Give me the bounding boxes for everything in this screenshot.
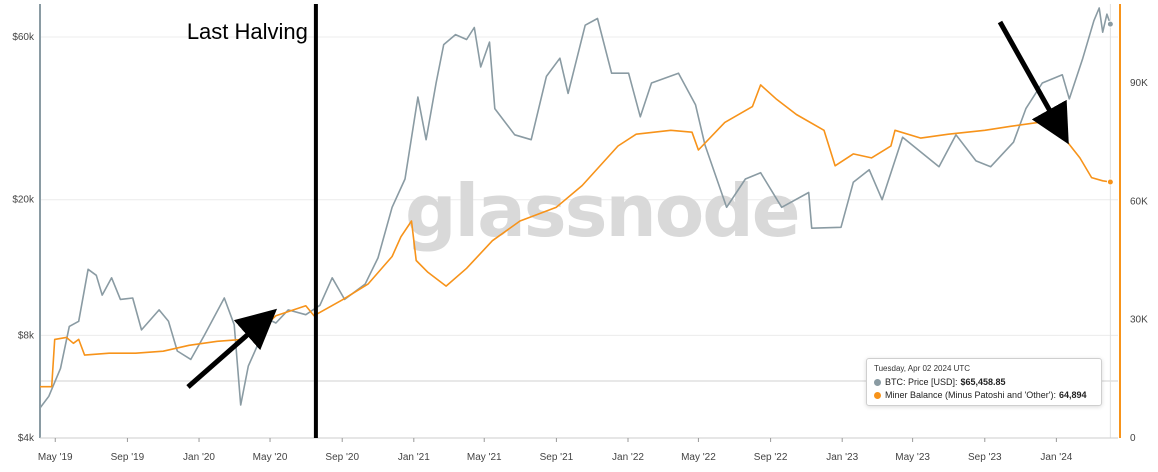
- tooltip-price-value: $65,458.85: [960, 377, 1006, 387]
- y-left-tick-0: $4k: [18, 433, 35, 444]
- y-left-tick-1: $8k: [18, 330, 35, 341]
- tick-layer: $4k $8k $20k $60k 0 30K 60K 90K May '19 Sep '19 Ja…: [12, 32, 1148, 463]
- axes: [39, 4, 1121, 439]
- watermark: glassnode: [405, 169, 799, 253]
- tooltip-price-label: BTC: Price [USD]:: [885, 377, 958, 387]
- x-tick-11: Jan '23: [826, 452, 858, 463]
- miner-balance-line: [40, 84, 1111, 388]
- x-tick-10: Sep '22: [754, 452, 788, 463]
- y-right-tick-0: 0: [1130, 433, 1136, 444]
- halving-label: Last Halving: [187, 19, 308, 44]
- series-layer: [39, 7, 1114, 409]
- btc-price-line: [39, 7, 1112, 409]
- x-tick-1: Sep '19: [111, 452, 145, 463]
- x-tick-12: May '23: [895, 452, 930, 463]
- x-tick-2: Jan '20: [183, 452, 215, 463]
- y-right-tick-1: 30K: [1130, 315, 1148, 326]
- x-tick-5: Jan '21: [398, 452, 430, 463]
- tooltip: Tuesday, Apr 02 2024 UTC BTC: Price [USD…: [866, 358, 1102, 406]
- arrow-left: [186, 308, 278, 389]
- tooltip-row-price: BTC: Price [USD]: $65,458.85: [874, 376, 1094, 389]
- x-tick-13: Sep '23: [968, 452, 1002, 463]
- tooltip-row-miner: Miner Balance (Minus Patoshi and 'Other'…: [874, 389, 1094, 402]
- tooltip-date: Tuesday, Apr 02 2024 UTC: [874, 364, 971, 373]
- price-legend-dot: [874, 379, 881, 386]
- annotation-layer: Last Halving: [186, 4, 1069, 438]
- x-tick-6: May '21: [467, 452, 502, 463]
- tooltip-miner-value: 64,894: [1059, 390, 1087, 400]
- y-left-tick-2: $20k: [12, 195, 35, 206]
- y-right-tick-2: 60K: [1130, 196, 1148, 207]
- btc-price-endpoint: [1106, 20, 1114, 28]
- x-tick-8: Jan '22: [612, 452, 644, 463]
- x-tick-0: May '19: [38, 452, 73, 463]
- x-tick-4: Sep '20: [325, 452, 359, 463]
- x-tick-3: May '20: [253, 452, 288, 463]
- tooltip-miner-label: Miner Balance (Minus Patoshi and 'Other'…: [885, 390, 1057, 400]
- y-right-tick-3: 90K: [1130, 78, 1148, 89]
- arrow-right: [997, 20, 1069, 145]
- x-tick-14: Jan '24: [1040, 452, 1072, 463]
- miner-legend-dot: [874, 392, 881, 399]
- y-left-tick-3: $60k: [12, 32, 35, 43]
- x-tick-9: May '22: [681, 452, 716, 463]
- x-tick-7: Sep '21: [540, 452, 574, 463]
- miner-balance-endpoint: [1106, 178, 1114, 186]
